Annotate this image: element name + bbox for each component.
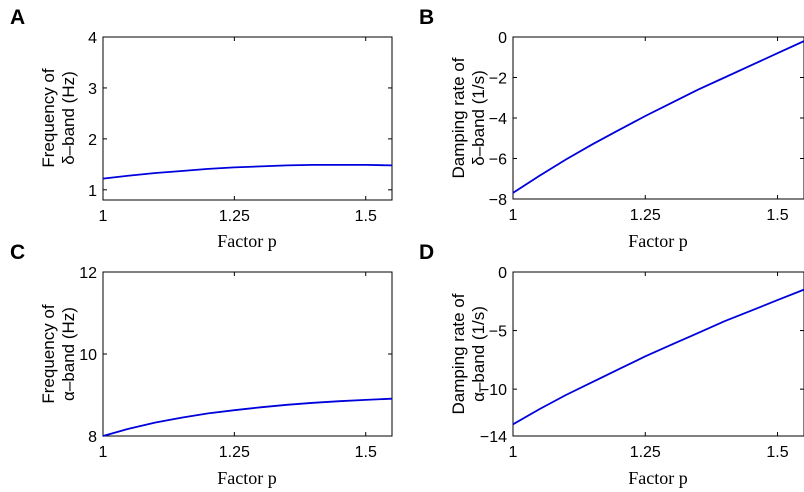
- panel-c-ytick-label: 8: [88, 429, 97, 446]
- panel-d-axes-box: [512, 271, 804, 437]
- panel-c-ylabel-line: α–band (Hz): [59, 307, 78, 401]
- panel-a-series-line: [102, 163, 393, 180]
- panel-d-xtick-label: 1: [509, 444, 518, 461]
- panel-b-xtick-label: 1: [509, 207, 518, 224]
- panel-c-ytick-label: 10: [79, 347, 97, 364]
- panel-a: A 1 1.25 1.5 1 2 3 4 Factor p Frequency ofδ–band …: [10, 6, 393, 251]
- panel-a-letter: A: [10, 6, 25, 29]
- panel-a-xtick-label: 1: [99, 208, 108, 225]
- panel-a-ytick-label: 4: [88, 30, 97, 47]
- panel-c-xtick-label: 1: [99, 444, 108, 461]
- panel-d-series-line: [512, 288, 804, 426]
- panel-d-ytick-label: −5: [489, 324, 507, 341]
- panel-a-ytick-label: 1: [88, 183, 97, 200]
- panel-b-ylabel: Damping rate ofδ–band (1/s): [449, 57, 488, 178]
- panel-d: D 1 1.25 1.5 −14 −10 −5 0 Factor p Damping rate o…: [419, 241, 804, 488]
- panel-b-xlabel: Factor p: [628, 231, 687, 251]
- panel-a-ylabel-line: Frequency of: [39, 68, 58, 167]
- panel-d-ylabel-line: Damping rate of: [449, 293, 468, 414]
- panel-a-ytick-label: 2: [88, 132, 97, 149]
- panel-b-ytick-label: 0: [498, 30, 507, 47]
- panel-b-ytick-label: −8: [489, 192, 507, 209]
- panel-c-letter: C: [10, 241, 25, 264]
- panel-d-ytick-label: 0: [498, 265, 507, 282]
- panel-d-ytick-label: −14: [480, 429, 507, 446]
- panel-d-ylabel-line: α–band (1/s): [469, 306, 488, 402]
- panel-d-ytick-label: −10: [480, 382, 507, 399]
- panel-b-xtick-label: 1.5: [766, 207, 788, 224]
- panel-d-letter: D: [419, 241, 434, 264]
- panel-d-ylabel: Damping rate ofα–band (1/s): [449, 293, 488, 414]
- panel-c-xtick-label: 1.25: [219, 444, 250, 461]
- panel-b-ylabel-line: δ–band (1/s): [469, 70, 488, 165]
- panel-a-axes-box: [102, 36, 393, 201]
- panel-c-series-line: [102, 397, 393, 437]
- panel-c-xtick-label: 1.5: [355, 444, 377, 461]
- panel-b-ytick-label: −6: [489, 152, 507, 169]
- panel-d-xtick-label: 1.25: [630, 444, 661, 461]
- panel-a-xtick-label: 1.25: [219, 208, 250, 225]
- panel-b-series-line: [512, 40, 804, 194]
- panel-b-ytick-label: −2: [489, 71, 507, 88]
- panel-b-letter: B: [419, 6, 434, 29]
- panel-b-ylabel-line: Damping rate of: [449, 57, 468, 178]
- panel-b-xtick-label: 1.25: [630, 207, 661, 224]
- panel-a-ytick-label: 3: [88, 81, 97, 98]
- panel-a-ylabel: Frequency ofδ–band (Hz): [39, 68, 78, 167]
- panel-b-ytick-label: −4: [489, 111, 507, 128]
- panel-a-xlabel: Factor p: [217, 231, 276, 251]
- panel-d-xlabel: Factor p: [628, 468, 687, 488]
- panel-c-xlabel: Factor p: [217, 468, 276, 488]
- panel-c-ylabel: Frequency ofα–band (Hz): [39, 304, 78, 403]
- panel-c-axes-box: [102, 271, 393, 437]
- panel-c-ylabel-line: Frequency of: [39, 304, 58, 403]
- panel-c: C 1 1.25 1.5 8 10 12 Factor p Frequency ofα–band…: [10, 241, 393, 488]
- panel-b: B 1 1.25 1.5 −8 −6 −4 −2 0 Factor p Damping rate o…: [419, 6, 804, 251]
- panel-d-xtick-label: 1.5: [766, 444, 788, 461]
- panel-a-ylabel-line: δ–band (Hz): [59, 71, 78, 165]
- panel-c-ytick-label: 12: [79, 265, 97, 282]
- panel-a-xtick-label: 1.5: [355, 208, 377, 225]
